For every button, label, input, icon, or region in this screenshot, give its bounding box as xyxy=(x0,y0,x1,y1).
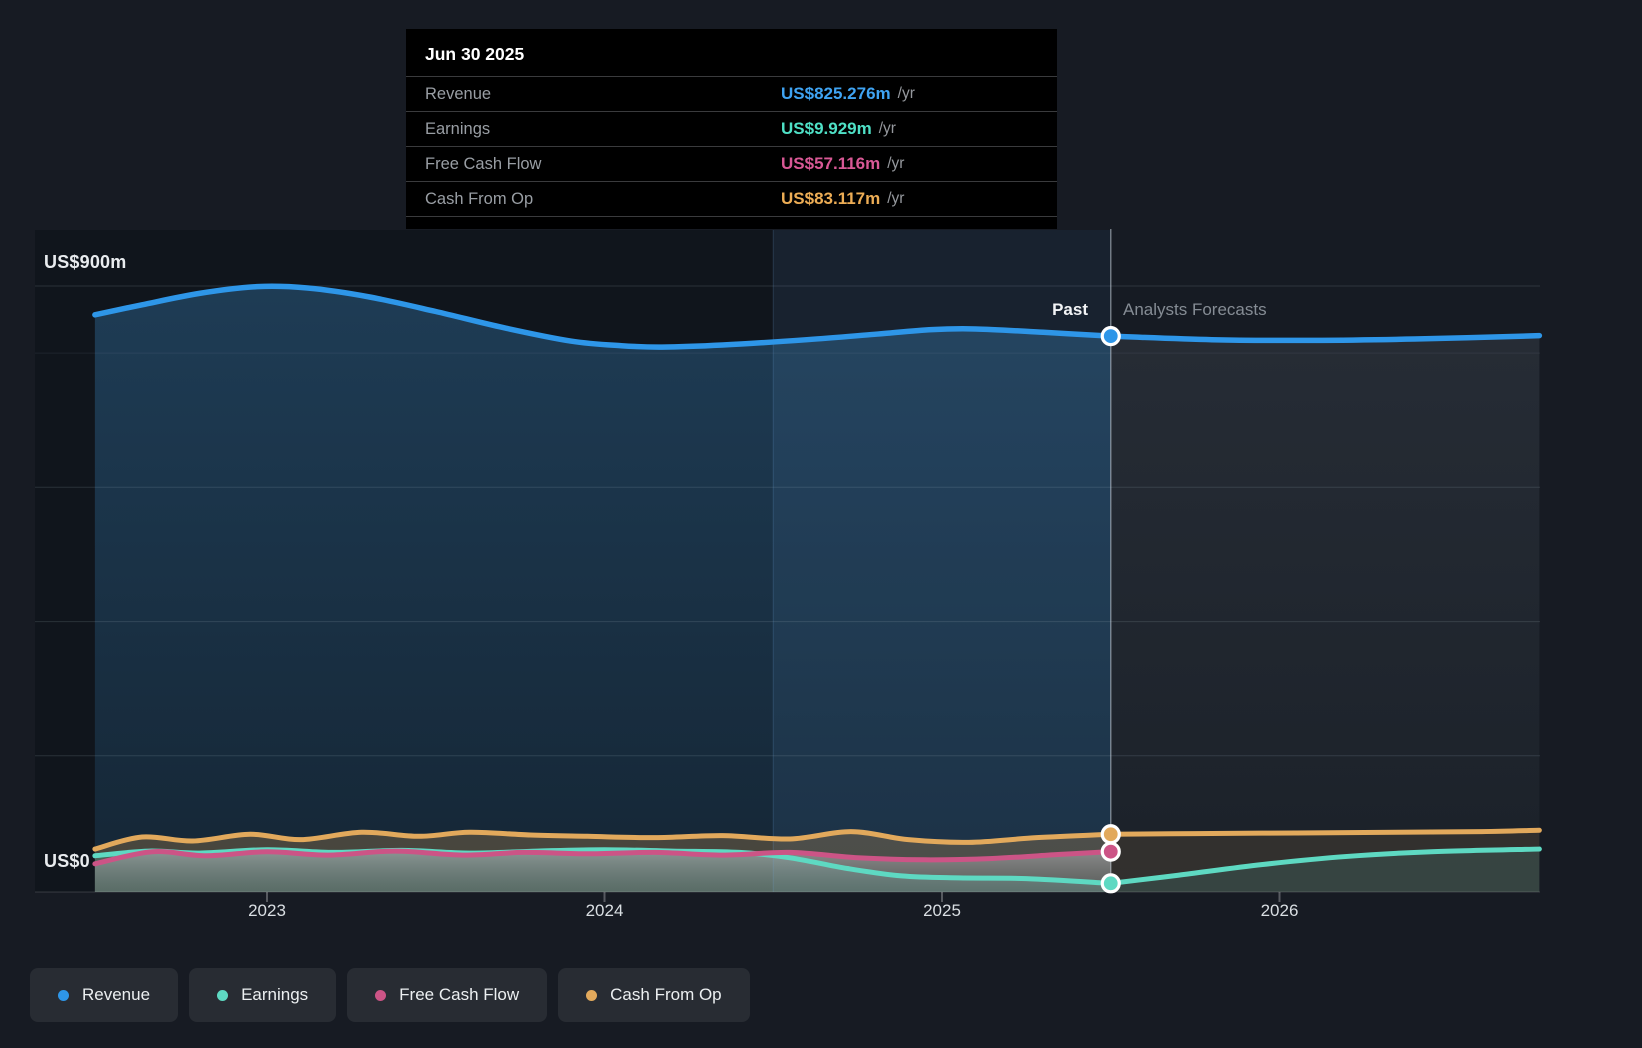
tooltip-row-revenue: Revenue US$825.276m /yr xyxy=(406,76,1057,111)
tooltip-cashop-unit: /yr xyxy=(887,190,905,207)
legend-fcf-label: Free Cash Flow xyxy=(399,985,520,1004)
legend-cashop-label: Cash From Op xyxy=(610,985,722,1004)
legend-earnings-label: Earnings xyxy=(241,985,309,1004)
legend-revenue-label: Revenue xyxy=(82,985,151,1004)
tooltip-date-title: Jun 30 2025 xyxy=(425,44,525,64)
past-region-label: Past xyxy=(1052,300,1088,319)
tooltip-row-cash-from-op: Cash From Op US$83.117m /yr xyxy=(406,181,1057,217)
legend-toggle-free-cash-flow[interactable]: Free Cash Flow xyxy=(347,968,548,1022)
tooltip-cashop-value: US$83.117m xyxy=(781,189,881,208)
y-axis-zero-label: US$0 xyxy=(44,851,90,871)
cash-from-op-series-dot-icon xyxy=(586,989,598,1001)
tooltip-revenue-value: US$825.276m xyxy=(781,84,891,103)
analysts-forecasts-region-label: Analysts Forecasts xyxy=(1123,300,1267,319)
free-cash-flow-series-dot-icon xyxy=(375,989,387,1001)
tooltip-earnings-value: US$9.929m xyxy=(781,119,872,138)
legend-toggle-earnings[interactable]: Earnings xyxy=(189,968,337,1022)
tooltip-earnings-label: Earnings xyxy=(425,119,491,138)
x-tick-2024: 2024 xyxy=(585,901,624,920)
tooltip-row-free-cash-flow: Free Cash Flow US$57.116m /yr xyxy=(406,146,1057,181)
revenue-series-dot-icon xyxy=(58,989,69,1001)
earnings-series-dot-icon xyxy=(217,989,229,1001)
chart-legend: Revenue Earnings Free Cash Flow Cash Fro… xyxy=(30,968,750,1022)
y-axis-max-label: US$900m xyxy=(44,252,127,272)
tooltip-earnings-unit: /yr xyxy=(878,120,896,137)
x-tick-2025: 2025 xyxy=(923,901,961,920)
legend-toggle-cash-from-op[interactable]: Cash From Op xyxy=(558,968,750,1022)
tooltip-fcf-unit: /yr xyxy=(887,155,905,172)
x-tick-2023: 2023 xyxy=(248,901,286,920)
x-tick-2026: 2026 xyxy=(1260,901,1299,920)
tooltip-revenue-unit: /yr xyxy=(897,85,915,102)
tooltip-row-earnings: Earnings US$9.929m /yr xyxy=(406,111,1057,146)
tooltip-revenue-label: Revenue xyxy=(425,84,492,103)
tooltip-cashop-label: Cash From Op xyxy=(425,189,534,208)
tooltip-fcf-value: US$57.116m xyxy=(781,154,881,173)
tooltip-fcf-label: Free Cash Flow xyxy=(425,154,542,173)
legend-toggle-revenue[interactable]: Revenue xyxy=(30,968,179,1022)
chart-tooltip: Jun 30 2025 Revenue US$825.276m /yr Earn… xyxy=(406,29,1057,229)
